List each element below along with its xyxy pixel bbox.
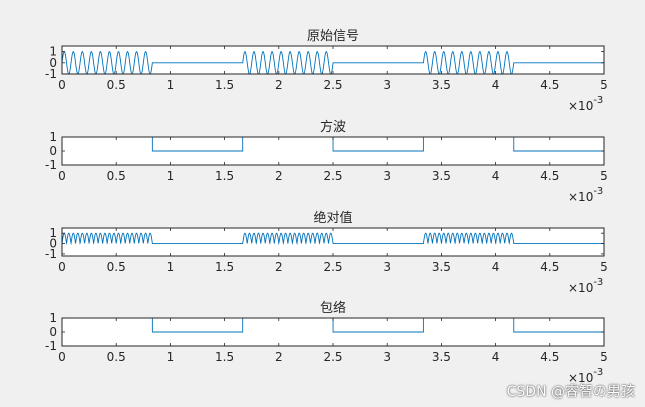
y-tick-label: 1 (49, 226, 57, 240)
y-tick-label: 1 (49, 130, 57, 144)
x-tick-label: 2 (275, 169, 283, 183)
x-tick-label: 0.5 (107, 350, 126, 364)
subplot-title: 原始信号 (307, 29, 359, 44)
x-tick-label: 2.5 (323, 169, 342, 183)
x-exponent-label: ×10-3 (568, 277, 603, 295)
x-tick-label: 0 (58, 260, 66, 274)
x-tick-label: 1 (167, 169, 175, 183)
y-tick-label: 1 (49, 45, 57, 59)
x-tick-label: 4.5 (540, 260, 559, 274)
series-line (62, 137, 604, 152)
x-tick-label: 2.5 (323, 350, 342, 364)
y-tick-label: 1 (49, 311, 57, 325)
y-tick-label: -1 (45, 339, 57, 353)
x-tick-label: 0.5 (107, 78, 126, 92)
x-tick-label: 4.5 (540, 78, 559, 92)
x-tick-label: 1.5 (215, 78, 234, 92)
x-tick-label: 4 (492, 78, 500, 92)
y-tick-label: 0 (49, 325, 57, 339)
x-tick-label: 5 (600, 169, 608, 183)
y-tick-label: -1 (45, 67, 57, 81)
x-tick-label: 3 (383, 78, 391, 92)
x-tick-label: 5 (600, 78, 608, 92)
x-tick-label: 1.5 (215, 350, 234, 364)
x-tick-label: 5 (600, 260, 608, 274)
x-tick-label: 5 (600, 350, 608, 364)
subplot-title: 包络 (320, 300, 346, 316)
x-tick-label: 1.5 (215, 169, 234, 183)
subplot-title: 绝对值 (313, 210, 352, 226)
x-tick-label: 3.5 (432, 350, 451, 364)
x-tick-label: 2 (275, 78, 283, 92)
x-tick-label: 1.5 (215, 260, 234, 274)
x-tick-label: 0.5 (107, 260, 126, 274)
x-tick-label: 2.5 (323, 260, 342, 274)
x-exponent-label: ×10-3 (568, 95, 603, 113)
x-tick-label: 0 (58, 169, 66, 183)
axes-area (62, 46, 604, 74)
x-tick-label: 3 (383, 350, 391, 364)
x-tick-label: 2 (275, 260, 283, 274)
x-tick-label: 4 (492, 260, 500, 274)
x-tick-label: 2 (275, 350, 283, 364)
x-tick-label: 4.5 (540, 350, 559, 364)
y-tick-label: 0 (49, 237, 57, 251)
subplot-title: 方波 (320, 119, 346, 135)
x-tick-label: 3 (383, 260, 391, 274)
x-tick-label: 0.5 (107, 169, 126, 183)
x-tick-label: 3.5 (432, 260, 451, 274)
y-tick-label: -1 (45, 158, 57, 172)
y-tick-label: 0 (49, 144, 57, 158)
x-tick-label: 0 (58, 350, 66, 364)
x-tick-label: 1 (167, 78, 175, 92)
x-tick-label: 3.5 (432, 169, 451, 183)
y-tick-label: -1 (45, 247, 57, 261)
x-tick-label: 3.5 (432, 78, 451, 92)
x-tick-label: 0 (58, 78, 66, 92)
series-line (62, 318, 604, 333)
x-tick-label: 2.5 (323, 78, 342, 92)
x-tick-label: 1 (167, 260, 175, 274)
x-tick-label: 4 (492, 350, 500, 364)
series-line (62, 51, 604, 74)
x-tick-label: 3 (383, 169, 391, 183)
y-tick-label: 0 (49, 56, 57, 70)
x-tick-label: 4.5 (540, 169, 559, 183)
x-tick-label: 1 (167, 350, 175, 364)
watermark: CSDN @睿智の男孩 (506, 384, 635, 400)
series-line (62, 232, 604, 245)
x-exponent-label: ×10-3 (568, 186, 603, 204)
x-exponent-label: ×10-3 (568, 367, 603, 385)
x-tick-label: 4 (492, 169, 500, 183)
